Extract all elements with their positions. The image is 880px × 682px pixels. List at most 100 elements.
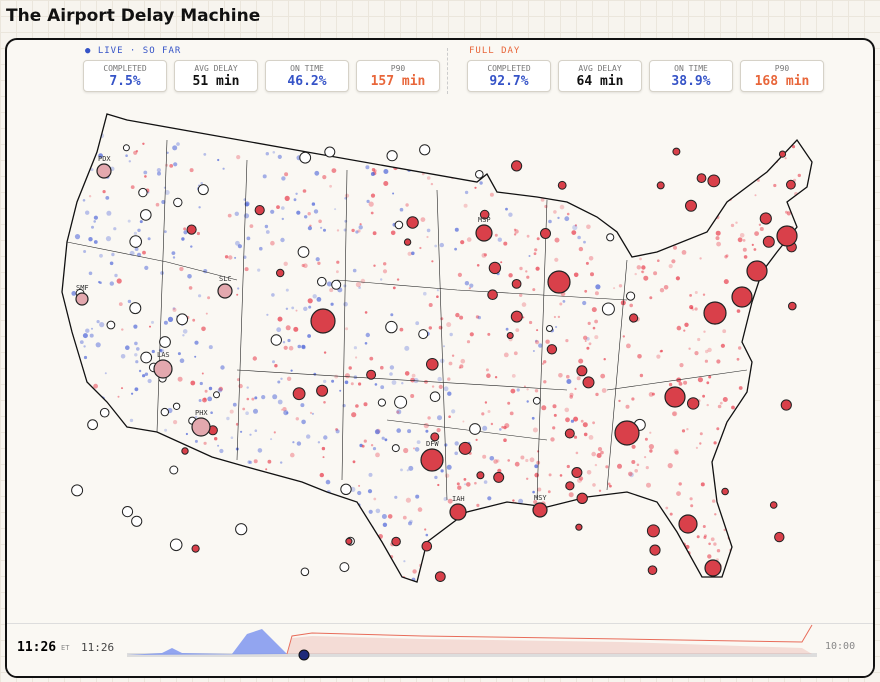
flight-dot xyxy=(594,291,599,296)
stat-label: COMPLETED xyxy=(103,64,147,73)
flight-dot xyxy=(91,327,93,330)
flight-dot xyxy=(631,444,636,449)
flight-dot xyxy=(297,344,302,349)
flight-dot xyxy=(757,136,761,140)
flight-dot xyxy=(818,450,822,454)
flight-dot xyxy=(93,215,98,220)
flight-dot xyxy=(396,428,402,433)
flight-dot xyxy=(532,288,536,292)
flight-dot xyxy=(205,312,208,315)
flight-dot xyxy=(172,307,176,310)
flight-dot xyxy=(813,221,818,226)
flight-dot xyxy=(143,478,149,484)
flight-dot xyxy=(99,322,105,328)
flight-dot xyxy=(266,313,269,316)
flight-dot xyxy=(293,198,297,202)
flight-dot xyxy=(609,484,612,488)
flight-dot xyxy=(671,259,676,264)
stat-card: ON TIME 46.2% xyxy=(265,60,349,92)
flight-dot xyxy=(172,307,177,312)
flight-dot xyxy=(717,499,722,503)
flight-dot xyxy=(596,453,602,458)
airport xyxy=(71,484,84,497)
flight-dot xyxy=(142,458,147,463)
flight-dot xyxy=(503,352,509,358)
airport xyxy=(511,279,522,289)
flight-dot xyxy=(371,146,376,150)
flight-dot xyxy=(659,350,662,353)
flight-dot xyxy=(127,219,131,223)
flight-dot xyxy=(659,288,665,293)
flight-dot xyxy=(629,472,634,478)
flight-dot xyxy=(296,576,301,581)
flight-dot xyxy=(355,230,359,234)
flight-dot xyxy=(704,149,710,154)
flight-dot xyxy=(625,157,629,161)
flight-dot xyxy=(396,410,400,414)
flight-dot xyxy=(172,145,178,151)
flight-dot xyxy=(451,409,456,414)
airport xyxy=(582,376,595,389)
flight-dot xyxy=(549,172,554,177)
flight-dot xyxy=(611,546,614,550)
flight-dot xyxy=(562,570,566,575)
airport-label: MSP xyxy=(478,216,491,224)
flight-dot xyxy=(277,137,282,142)
flight-dot xyxy=(594,335,599,340)
flight-dot xyxy=(487,332,491,336)
flight-dot xyxy=(447,377,451,381)
flight-dot xyxy=(580,419,584,423)
flight-dot xyxy=(349,146,353,150)
airport xyxy=(469,423,481,435)
flight-dot xyxy=(806,283,810,288)
flight-dot xyxy=(797,343,802,348)
flight-dot xyxy=(591,512,594,515)
flight-dot xyxy=(371,168,376,172)
flight-dot xyxy=(260,581,264,582)
flight-dot xyxy=(197,453,202,458)
flight-dot xyxy=(744,511,747,514)
flight-dot xyxy=(540,167,545,171)
stat-value: 64 min xyxy=(576,74,624,89)
scrubber[interactable] xyxy=(298,649,310,661)
flight-dot xyxy=(90,168,94,172)
flight-dot xyxy=(95,506,100,511)
flight-dot xyxy=(219,448,224,454)
flight-dot xyxy=(321,494,327,500)
live-group: ● LIVE · SO FAR COMPLETED 7.5% AVG DELAY 51… xyxy=(83,46,440,92)
flight-dot xyxy=(85,210,90,215)
flight-dot xyxy=(749,416,754,421)
flight-dot xyxy=(745,558,750,563)
flight-dot xyxy=(347,570,351,573)
flight-dot xyxy=(791,297,794,300)
airport xyxy=(565,481,575,491)
flight-dot xyxy=(285,307,289,310)
flight-dot xyxy=(620,164,624,167)
flight-dot xyxy=(529,320,533,325)
airport xyxy=(87,419,98,431)
flight-dot xyxy=(277,316,283,322)
flight-dot xyxy=(72,523,78,529)
flight-dot xyxy=(291,306,295,310)
flight-dot xyxy=(180,465,184,470)
flight-dot xyxy=(322,456,325,459)
flight-dot xyxy=(331,138,335,142)
flight-dot xyxy=(651,144,655,148)
airport xyxy=(140,351,153,364)
flight-dot xyxy=(524,135,530,140)
flight-dot xyxy=(207,296,211,300)
flight-dot xyxy=(555,325,558,329)
flight-dot xyxy=(381,436,385,440)
flight-dot xyxy=(410,377,415,383)
flight-dot xyxy=(577,235,581,240)
flight-dot xyxy=(87,505,91,509)
flight-dot xyxy=(650,176,655,181)
flight-dot xyxy=(425,580,429,582)
flight-dot xyxy=(520,455,525,460)
flight-dot xyxy=(644,456,647,459)
flight-dot xyxy=(566,464,570,469)
flight-dot xyxy=(116,278,122,284)
airport xyxy=(606,233,615,242)
flight-dot xyxy=(685,191,690,197)
airport xyxy=(366,369,377,380)
